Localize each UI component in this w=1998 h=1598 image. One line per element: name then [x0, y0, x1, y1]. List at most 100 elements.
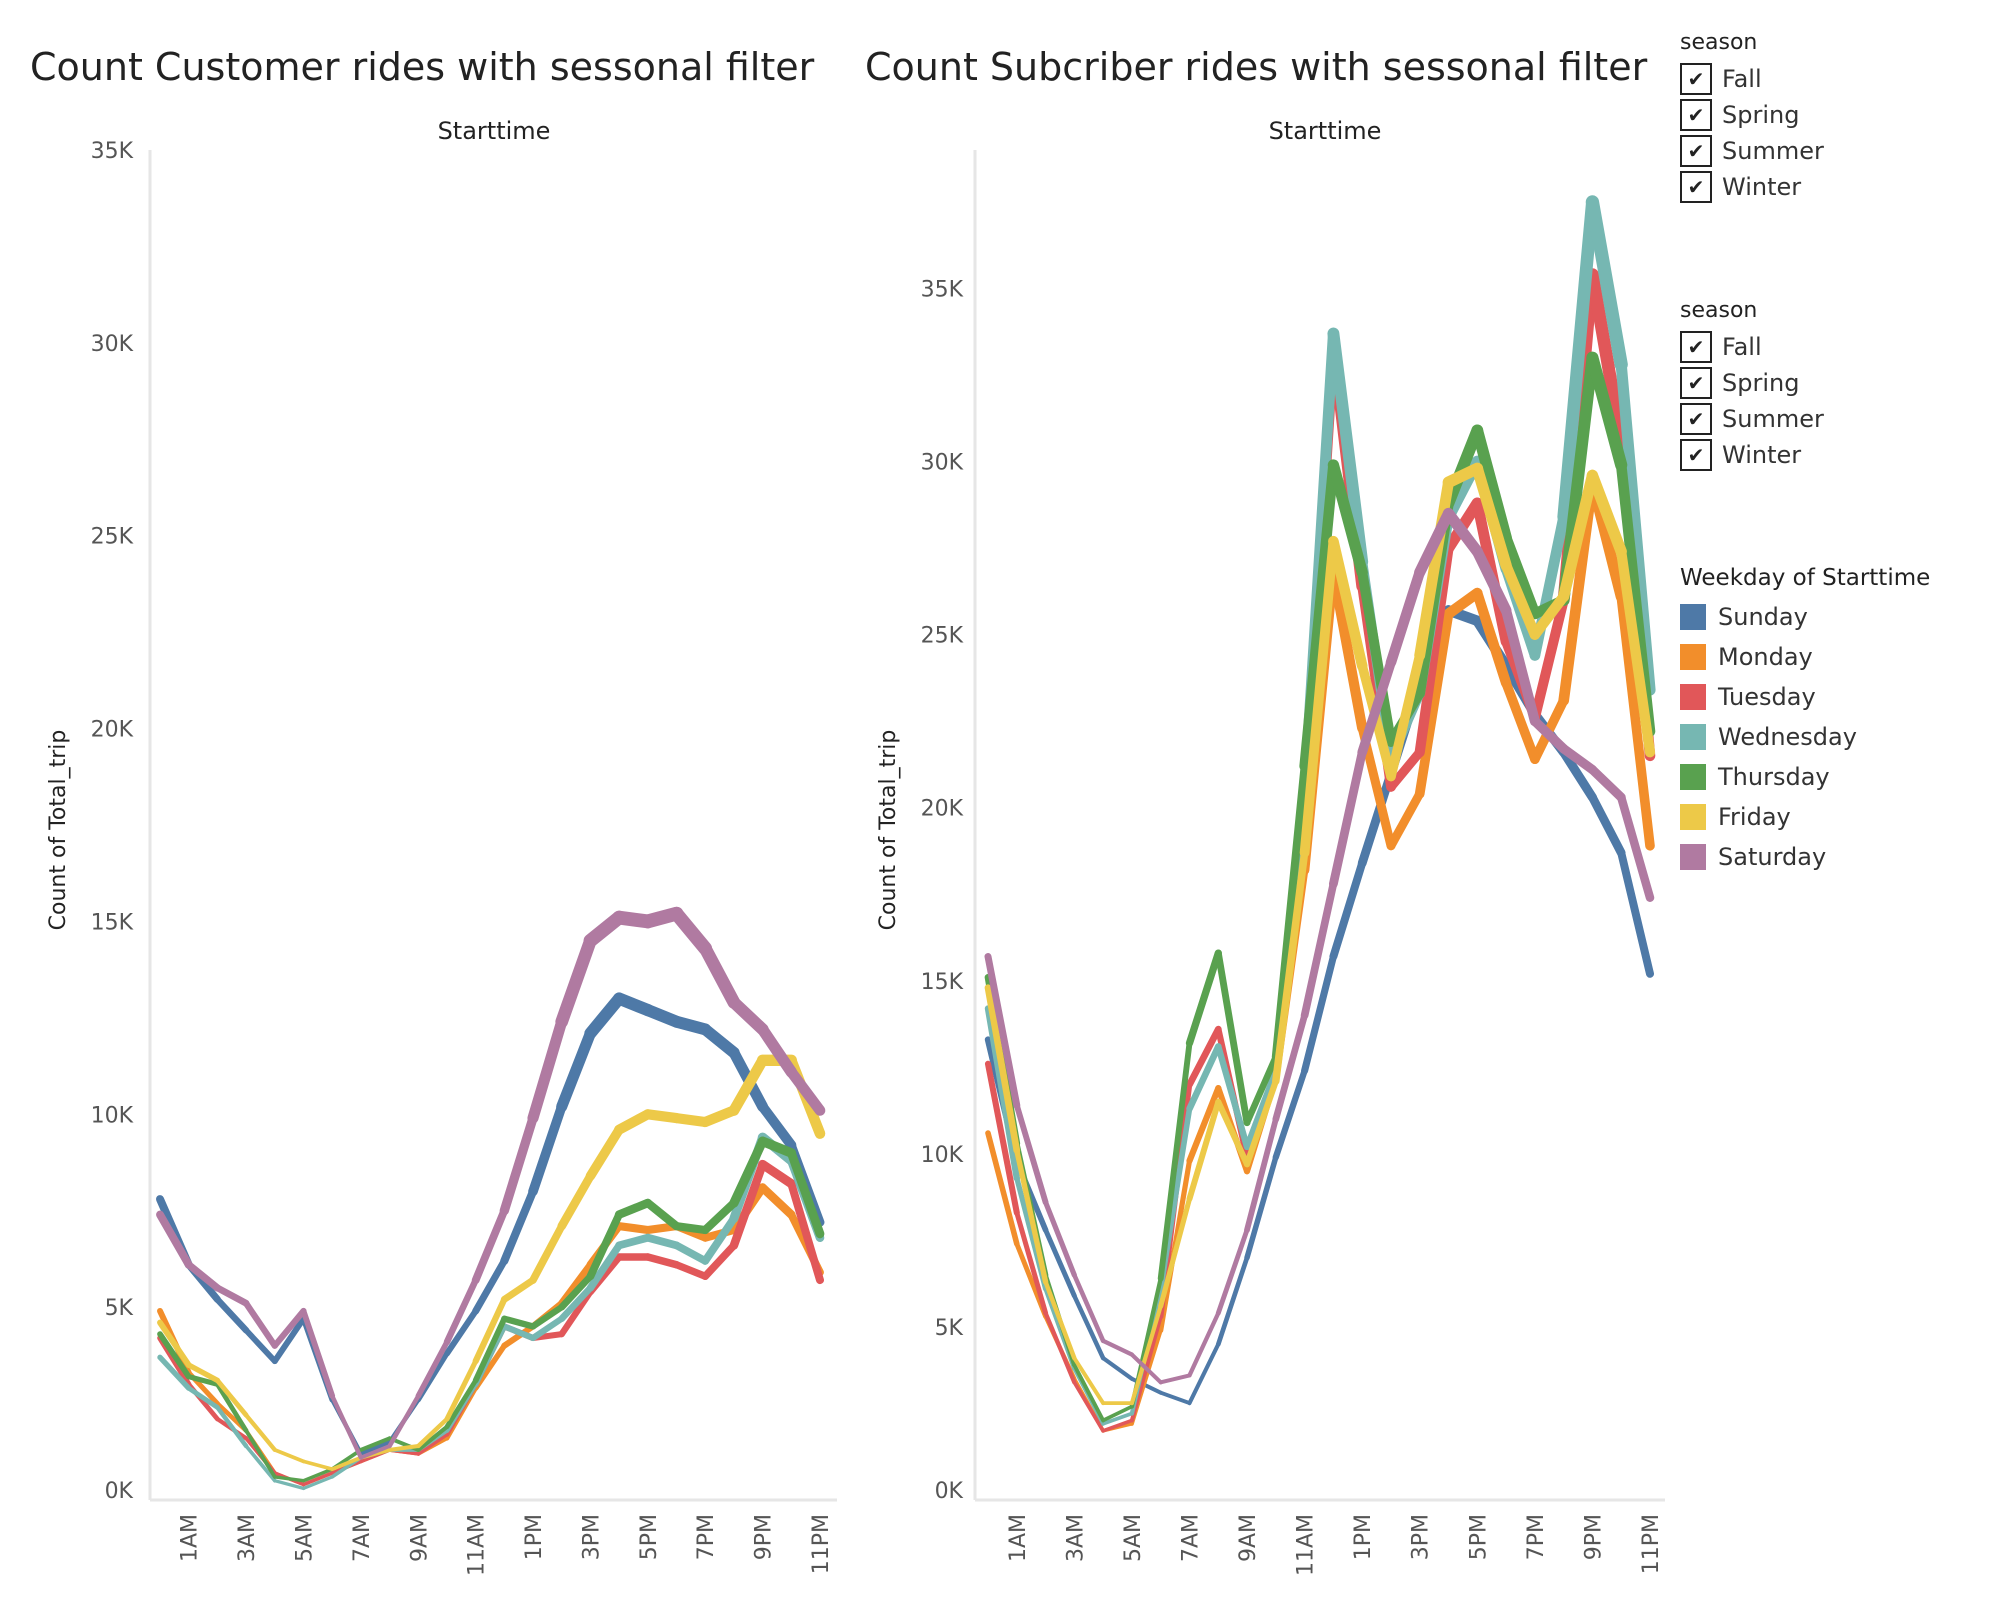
- series-line-saturday: [1357, 657, 1396, 758]
- y-tick-label: 20K: [921, 797, 964, 822]
- series-line-sunday: [1072, 1293, 1106, 1361]
- series-line-sunday: [1043, 1227, 1077, 1299]
- season-filter-2-title: season: [1680, 298, 1758, 323]
- series-line-wednesday: [1186, 1043, 1222, 1113]
- season-filter-2: season ✔ Fall ✔ Spring ✔ Summer ✔ Winter: [1680, 298, 1990, 473]
- legend-swatch: [1680, 844, 1706, 870]
- checkbox-spring[interactable]: ✔: [1680, 99, 1712, 131]
- series-line-thursday: [729, 1136, 768, 1208]
- series-line-saturday: [1215, 1227, 1250, 1316]
- x-tick-label: 5AM: [292, 1514, 317, 1562]
- weekday-legend: Weekday of Starttime Sunday Monday Tuesday…: [1680, 565, 1990, 877]
- x-tick-label: 7PM: [694, 1514, 719, 1560]
- season-filter-2-fall[interactable]: ✔ Fall: [1680, 329, 1990, 365]
- series-line-saturday: [984, 953, 1021, 1109]
- checkbox-fall[interactable]: ✔: [1680, 331, 1712, 363]
- legend-label: Saturday: [1718, 843, 1827, 871]
- series-line-thursday: [472, 1315, 508, 1384]
- series-line-tuesday: [1529, 594, 1569, 723]
- series-line-friday: [387, 1444, 421, 1452]
- series-line-saturday: [1414, 507, 1455, 578]
- series-line-friday: [585, 1124, 624, 1181]
- x-tick-label: 9AM: [1236, 1514, 1261, 1562]
- series-line-thursday: [157, 1331, 192, 1380]
- series-line-sunday: [1158, 1390, 1192, 1406]
- series-line-saturday: [1501, 605, 1540, 727]
- series-line-sunday: [528, 1101, 567, 1197]
- legend-item-saturday[interactable]: Saturday: [1680, 837, 1990, 877]
- series-line-saturday: [213, 1284, 250, 1307]
- series-line-saturday: [1042, 1199, 1077, 1278]
- legend-item-monday[interactable]: Monday: [1680, 637, 1990, 677]
- season-filter-1-summer[interactable]: ✔ Summer: [1680, 133, 1990, 169]
- series-line-sunday: [584, 992, 626, 1040]
- x-tick-label: 3AM: [235, 1514, 260, 1562]
- series-line-saturday: [242, 1300, 278, 1349]
- series-line-saturday: [1587, 765, 1626, 802]
- series-line-saturday: [1072, 1272, 1106, 1344]
- x-tick-label: 1PM: [522, 1514, 547, 1560]
- series-line-wednesday: [984, 1005, 1020, 1182]
- series-line-saturday: [271, 1307, 307, 1349]
- series-line-monday: [1501, 678, 1540, 765]
- series-line-friday: [157, 1319, 192, 1368]
- series-line-wednesday: [701, 1214, 738, 1265]
- checkbox-summer[interactable]: ✔: [1680, 403, 1712, 435]
- series-line-wednesday: [157, 1354, 192, 1391]
- series-line-monday: [615, 1222, 652, 1235]
- season-filter-1-title: season: [1680, 30, 1758, 55]
- checkbox-fall[interactable]: ✔: [1680, 63, 1712, 95]
- series-line-saturday: [387, 1393, 421, 1449]
- x-tick-label: 7AM: [350, 1514, 375, 1562]
- customer-chart-title: Count Customer rides with sessonal filte…: [30, 45, 815, 89]
- series-line-tuesday: [758, 1159, 796, 1189]
- legend-label: Wednesday: [1718, 723, 1857, 751]
- legend-item-sunday[interactable]: Sunday: [1680, 597, 1990, 637]
- season-filter-1-fall[interactable]: ✔ Fall: [1680, 61, 1990, 97]
- legend-label: Monday: [1718, 643, 1813, 671]
- series-line-tuesday: [1586, 268, 1628, 448]
- series-line-saturday: [1129, 1352, 1163, 1385]
- x-tick-label: 9AM: [407, 1514, 432, 1562]
- x-tick-label: 1AM: [178, 1514, 203, 1562]
- series-line-monday: [1414, 608, 1454, 799]
- series-line-tuesday: [1043, 1310, 1077, 1385]
- season-filter-1-spring[interactable]: ✔ Spring: [1680, 97, 1990, 133]
- customer-series-lines: [156, 906, 826, 1491]
- series-line-thursday: [614, 1198, 653, 1219]
- series-line-saturday: [1244, 1116, 1279, 1233]
- checkbox-summer[interactable]: ✔: [1680, 135, 1712, 167]
- legend-swatch: [1680, 764, 1706, 790]
- legend-item-friday[interactable]: Friday: [1680, 797, 1990, 837]
- series-line-saturday: [1013, 1102, 1049, 1206]
- series-line-wednesday: [558, 1284, 594, 1323]
- season-filter-2-winter[interactable]: ✔ Winter: [1680, 437, 1990, 473]
- x-tick-label: 1PM: [1351, 1514, 1376, 1560]
- series-line-sunday: [757, 1101, 797, 1151]
- series-line-thursday: [757, 1136, 797, 1158]
- series-line-friday: [1616, 546, 1656, 758]
- series-line-thursday: [301, 1467, 334, 1483]
- legend-label: Sunday: [1718, 603, 1808, 631]
- y-tick-label: 25K: [91, 525, 134, 550]
- series-line-friday: [557, 1171, 595, 1231]
- series-line-friday: [1529, 591, 1569, 640]
- checkbox-winter[interactable]: ✔: [1680, 171, 1712, 203]
- series-line-friday: [1586, 469, 1627, 558]
- legend-item-wednesday[interactable]: Wednesday: [1680, 717, 1990, 757]
- season-filter-2-summer[interactable]: ✔ Summer: [1680, 401, 1990, 437]
- checkbox-spring[interactable]: ✔: [1680, 367, 1712, 399]
- series-line-friday: [301, 1459, 335, 1471]
- season-filter-1-winter[interactable]: ✔ Winter: [1680, 169, 1990, 205]
- legend-item-thursday[interactable]: Thursday: [1680, 757, 1990, 797]
- series-line-saturday: [330, 1393, 364, 1460]
- series-line-tuesday: [416, 1432, 449, 1456]
- series-line-saturday: [1442, 507, 1483, 558]
- series-line-sunday: [1617, 848, 1654, 978]
- legend-item-tuesday[interactable]: Tuesday: [1680, 677, 1990, 717]
- season-filter-2-spring[interactable]: ✔ Spring: [1680, 365, 1990, 401]
- checkbox-winter[interactable]: ✔: [1680, 439, 1712, 471]
- x-tick-label: 9PM: [1581, 1514, 1606, 1560]
- series-line-friday: [1186, 1098, 1222, 1202]
- series-line-thursday: [244, 1428, 277, 1479]
